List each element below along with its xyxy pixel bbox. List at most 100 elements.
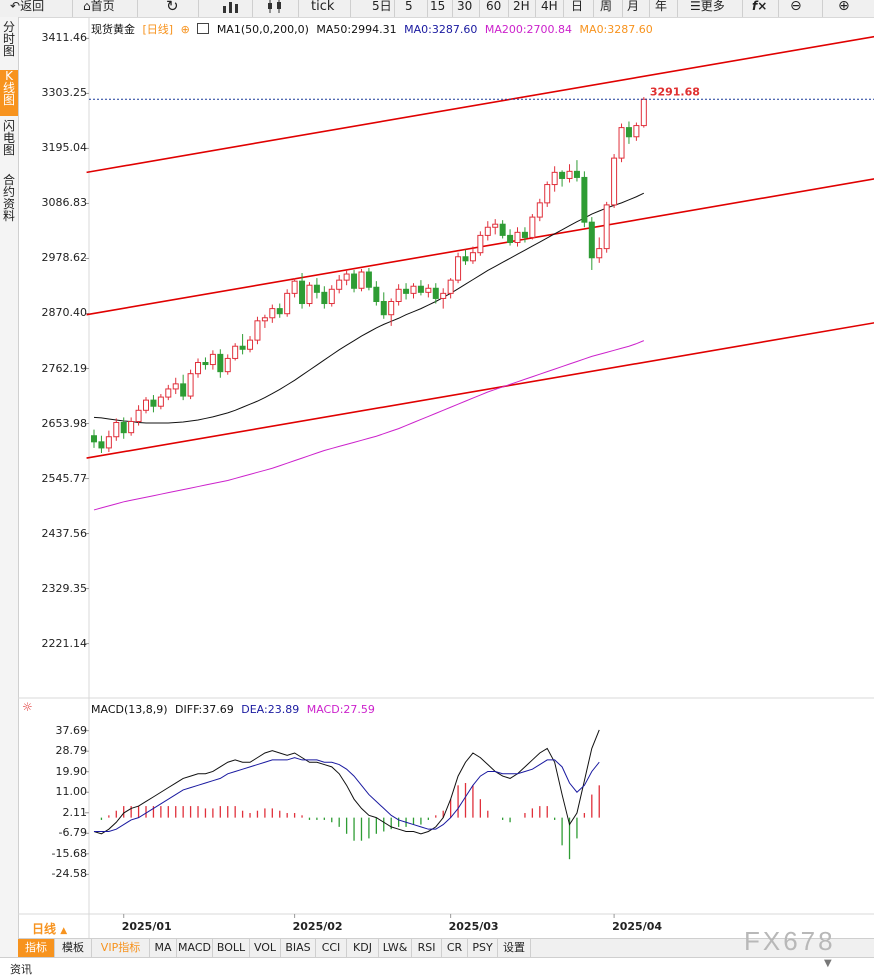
scroll-down-icon[interactable]: ▼ bbox=[824, 958, 832, 969]
footer-label[interactable]: 资讯 bbox=[10, 963, 32, 976]
ma1-label: MA1(50,0,200,0) bbox=[216, 23, 309, 36]
candlestick-icon[interactable] bbox=[266, 0, 284, 17]
period-button-2[interactable]: 15 bbox=[430, 0, 446, 13]
indicator-tab-10[interactable]: LW& bbox=[379, 939, 412, 957]
home-icon: ⌂ bbox=[83, 0, 91, 13]
period-button-3[interactable]: 30 bbox=[457, 0, 473, 13]
footer-bar: 资讯 ▼ bbox=[0, 957, 874, 977]
macd-y-tick-label: -6.79 bbox=[58, 826, 87, 840]
y-tick-label: 2545.77 bbox=[41, 471, 88, 485]
indicator-tab-3[interactable]: MA bbox=[150, 939, 177, 957]
period-button-7[interactable]: 日 bbox=[571, 0, 584, 13]
candle-body bbox=[209, 353, 216, 366]
candle-body bbox=[336, 279, 343, 290]
period-button-8[interactable]: 周 bbox=[600, 0, 613, 13]
period-button-5[interactable]: 2H bbox=[513, 0, 530, 13]
period-button-6[interactable]: 4H bbox=[541, 0, 558, 13]
home-button[interactable]: ⌂首页 bbox=[83, 0, 115, 17]
zoom-out-icon[interactable]: ⊖ bbox=[790, 0, 802, 14]
candle-body bbox=[559, 171, 566, 179]
refresh-icon[interactable]: ↻ bbox=[166, 0, 179, 15]
indicator-tab-1[interactable]: 模板 bbox=[55, 939, 92, 957]
indicator-tab-7[interactable]: BIAS bbox=[281, 939, 316, 957]
macd-value-label: MACD:27.59 bbox=[306, 703, 375, 716]
y-tick-label: 3086.83 bbox=[41, 196, 88, 210]
toolbar-divider bbox=[479, 0, 480, 17]
period-tag[interactable]: [日线] bbox=[142, 23, 174, 36]
candle-body bbox=[581, 176, 588, 223]
candle-body bbox=[544, 184, 551, 204]
period-button-9[interactable]: 月 bbox=[627, 0, 640, 13]
period-button-0[interactable]: 5日 bbox=[372, 0, 392, 13]
candle-body bbox=[403, 288, 410, 294]
candle-body bbox=[618, 127, 625, 159]
candle-body bbox=[276, 308, 283, 315]
indicator-tab-2[interactable]: VIP指标 bbox=[92, 939, 150, 957]
macd-sun-icon[interactable]: ☼ bbox=[22, 700, 33, 714]
toolbar-divider bbox=[535, 0, 536, 17]
candle-body bbox=[321, 291, 328, 305]
indicator-tab-4[interactable]: MACD bbox=[177, 939, 213, 957]
indicator-tab-6[interactable]: VOL bbox=[250, 939, 281, 957]
settings-gear-icon[interactable]: ⊕ bbox=[180, 23, 190, 36]
more-button[interactable]: ☰更多 bbox=[690, 0, 725, 17]
macd-y-tick-label: 28.79 bbox=[55, 744, 88, 758]
x-tick-label: 2025/03 bbox=[448, 920, 499, 933]
candle-body bbox=[432, 287, 439, 299]
candle-body bbox=[388, 300, 395, 316]
candle-body bbox=[187, 373, 194, 397]
candle-body bbox=[254, 320, 261, 341]
candle-body bbox=[98, 441, 105, 449]
candle-body bbox=[351, 273, 358, 289]
period-button-10[interactable]: 年 bbox=[655, 0, 668, 13]
macd-y-tick-label: -15.68 bbox=[51, 846, 87, 860]
indicator-tab-11[interactable]: RSI bbox=[412, 939, 442, 957]
candle-body bbox=[232, 345, 239, 359]
candle-body bbox=[172, 383, 179, 390]
toolbar-divider bbox=[563, 0, 564, 17]
indicator-tab-5[interactable]: BOLL bbox=[213, 939, 250, 957]
candle-body bbox=[462, 256, 469, 262]
indicator-tab-9[interactable]: KDJ bbox=[347, 939, 379, 957]
candle-body bbox=[135, 409, 142, 422]
y-tick-label: 2653.98 bbox=[41, 416, 88, 430]
period-button-1[interactable]: 5 bbox=[405, 0, 413, 13]
indicator-tab-13[interactable]: PSY bbox=[468, 939, 498, 957]
left-tab-0[interactable]: 分时图 bbox=[2, 20, 15, 58]
y-tick-label: 3195.04 bbox=[41, 141, 88, 155]
indicator-tab-14[interactable]: 设置 bbox=[498, 939, 531, 957]
toolbar-divider bbox=[452, 0, 453, 17]
indicator-icon[interactable] bbox=[197, 23, 210, 34]
candle-body bbox=[410, 285, 417, 294]
candle-body bbox=[365, 271, 372, 288]
candle-body bbox=[477, 234, 484, 254]
back-button[interactable]: ↶返回 bbox=[10, 0, 44, 17]
period-selector-label: 日线 bbox=[32, 922, 57, 936]
toolbar-divider bbox=[822, 0, 823, 17]
candle-body bbox=[492, 223, 499, 228]
tick-button[interactable]: tick bbox=[311, 0, 335, 14]
left-tab-3[interactable]: 合约资料 bbox=[2, 173, 15, 223]
period-selector[interactable]: 日线 ▲ bbox=[20, 920, 88, 937]
indicator-tab-12[interactable]: CR bbox=[442, 939, 468, 957]
candle-body bbox=[343, 273, 350, 281]
toolbar-divider bbox=[508, 0, 509, 17]
toolbar-divider bbox=[427, 0, 428, 17]
candle-body bbox=[507, 234, 514, 244]
period-button-4[interactable]: 60 bbox=[486, 0, 502, 13]
left-tab-1[interactable]: K线图 bbox=[0, 70, 18, 116]
zoom-in-icon[interactable]: ⊕ bbox=[838, 0, 850, 14]
instrument-name: 现货黄金 bbox=[91, 23, 135, 36]
ma0-label: MA0:3287.60 bbox=[404, 23, 478, 36]
candle-body bbox=[247, 339, 254, 350]
candle-body bbox=[447, 279, 454, 294]
left-tab-2[interactable]: 闪电图 bbox=[2, 119, 15, 157]
y-tick-label: 2437.56 bbox=[41, 526, 88, 540]
macd-y-tick-label: -24.58 bbox=[51, 867, 87, 881]
indicator-tab-0[interactable]: 指标 bbox=[18, 939, 55, 957]
bar-chart-icon[interactable] bbox=[222, 0, 240, 17]
toolbar-divider bbox=[72, 0, 73, 17]
toolbar-divider bbox=[252, 0, 253, 17]
indicator-tab-8[interactable]: CCI bbox=[316, 939, 347, 957]
formula-icon[interactable]: f× bbox=[752, 0, 768, 13]
